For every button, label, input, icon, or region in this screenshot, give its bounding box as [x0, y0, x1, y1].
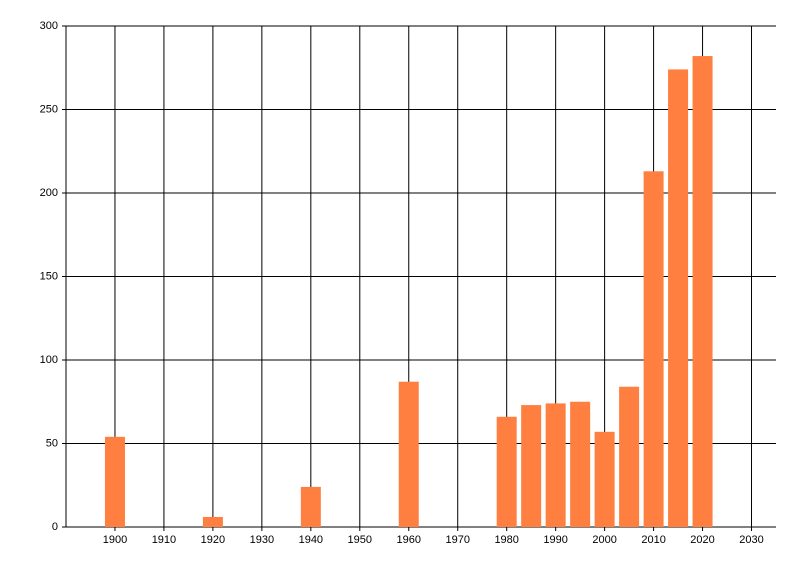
y-tick-label: 50 [46, 437, 58, 449]
y-tick-label: 200 [40, 187, 58, 199]
bar [521, 405, 542, 527]
x-tick-label: 1940 [299, 534, 323, 546]
y-tick-label: 100 [40, 354, 58, 366]
x-tick-label: 1930 [250, 534, 274, 546]
x-tick-label: 1960 [397, 534, 421, 546]
bar [300, 486, 321, 527]
x-tick-label: 2010 [641, 534, 665, 546]
y-tick-label: 150 [40, 270, 58, 282]
bar [398, 381, 419, 527]
bar [570, 401, 591, 527]
x-tick-label: 1920 [201, 534, 225, 546]
x-tick-label: 1990 [543, 534, 567, 546]
x-tick-label: 2030 [739, 534, 763, 546]
x-tick-label: 2000 [592, 534, 616, 546]
bar [496, 416, 517, 527]
bar [619, 386, 640, 527]
bar [202, 516, 223, 527]
bar [643, 171, 664, 528]
x-tick-label: 1900 [103, 534, 127, 546]
x-tick-label: 1910 [152, 534, 176, 546]
bar [668, 69, 689, 528]
x-tick-label: 2020 [690, 534, 714, 546]
bar [692, 56, 713, 528]
x-tick-label: 1980 [494, 534, 518, 546]
bar [104, 436, 125, 527]
bar [545, 403, 566, 527]
y-tick-label: 250 [40, 103, 58, 115]
y-tick-label: 0 [52, 521, 58, 533]
y-tick-label: 300 [40, 20, 58, 32]
x-tick-label: 1950 [348, 534, 372, 546]
x-tick-label: 1970 [445, 534, 469, 546]
bar [594, 431, 615, 527]
